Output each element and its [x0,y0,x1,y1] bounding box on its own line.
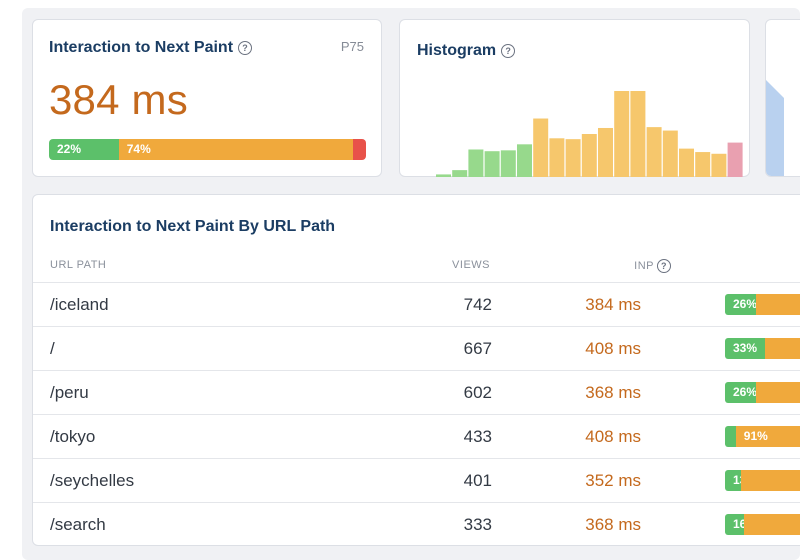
row-good-segment: 16% [725,514,745,535]
inp-summary-card: Interaction to Next Paint? P75 384 ms 22… [32,19,382,177]
histogram-chart [436,91,743,177]
column-header-url-path[interactable]: URL PATH [50,259,107,271]
histogram-bar[interactable] [468,149,484,177]
row-needs-improvement-segment [756,382,800,403]
help-icon[interactable]: ? [501,43,516,58]
histogram-bar[interactable] [679,148,694,177]
inp-cell: 384 ms [585,295,641,314]
url-path-table-card: Interaction to Next Paint By URL Path UR… [32,194,800,546]
row-needs-improvement-segment [744,514,800,535]
distribution-segment: 22% [49,139,119,160]
histogram-bar[interactable] [565,139,581,177]
help-icon[interactable]: ? [657,259,671,273]
distribution-segment [353,139,366,160]
histogram-bar[interactable] [517,144,532,177]
side-area-shape [766,80,784,176]
histogram-bar[interactable] [727,142,743,177]
row-distribution-bar[interactable]: 26% [725,382,800,403]
histogram-bar[interactable] [484,151,500,177]
table-row[interactable]: / 667 408 ms 33% [33,326,800,370]
views-cell: 333 [463,515,492,534]
histogram-bar[interactable] [549,138,565,177]
histogram-bar[interactable] [533,118,549,177]
inp-cell: 352 ms [585,471,641,490]
side-chart-card [765,19,800,177]
histogram-bar[interactable] [711,153,727,177]
distribution-bar[interactable]: 22% 74% [49,139,366,160]
inp-card-title: Interaction to Next Paint? [49,39,253,57]
histogram-bar[interactable] [581,134,597,177]
row-distribution-bar[interactable]: 33% [725,338,800,359]
inp-card-title-text: Interaction to Next Paint [49,39,234,56]
histogram-title: Histogram? [417,42,516,60]
views-cell: 602 [463,383,492,402]
table-row[interactable]: /peru 602 368 ms 26% [33,370,800,414]
inp-value: 384 ms [49,76,188,123]
table-row[interactable]: /iceland 742 384 ms 26% [33,282,800,326]
row-distribution-bar[interactable]: 91% [725,426,800,447]
url-path-cell[interactable]: /tokyo [50,427,96,446]
row-good-segment: 26% [725,382,757,403]
inp-cell: 368 ms [585,383,641,402]
views-cell: 433 [463,427,492,446]
row-distribution-bar[interactable]: 16% [725,514,800,535]
histogram-bar[interactable] [646,127,662,177]
url-path-cell[interactable]: / [50,339,55,358]
histogram-bar[interactable] [500,150,516,177]
row-needs-improvement-segment: 91% [735,426,800,447]
url-path-cell[interactable]: /peru [50,383,89,402]
url-path-cell[interactable]: /seychelles [50,471,135,490]
percentile-label: P75 [340,39,364,54]
distribution-segment: 74% [118,139,354,160]
histogram-bar[interactable] [695,152,711,177]
side-area-chart [766,80,784,176]
row-needs-improvement-segment [740,470,800,491]
row-good-segment: 33% [725,338,765,359]
column-header-views[interactable]: VIEWS [452,259,490,271]
histogram-bar[interactable] [436,174,451,177]
inp-cell: 368 ms [585,515,641,534]
views-cell: 667 [463,339,492,358]
histogram-card: Histogram? [399,19,750,177]
histogram-bar[interactable] [598,127,613,177]
url-path-cell[interactable]: /iceland [50,295,109,314]
row-needs-improvement-segment [756,294,800,315]
row-distribution-bar[interactable]: 13% [725,470,800,491]
views-cell: 401 [463,471,492,490]
inp-cell: 408 ms [585,427,641,446]
table-row[interactable]: /search 333 368 ms 16% [33,502,800,545]
table-title: Interaction to Next Paint By URL Path [50,218,336,235]
row-good-segment: 13% [725,470,741,491]
column-header-inp[interactable]: INP? [634,259,671,273]
histogram-bar[interactable] [452,170,468,177]
row-good-segment [725,426,736,447]
histogram-bar[interactable] [614,91,630,177]
url-path-cell[interactable]: /search [50,515,106,534]
row-distribution-bar[interactable]: 26% [725,294,800,315]
column-header-inp-text: INP [634,259,654,272]
table-row[interactable]: /seychelles 401 352 ms 13% [33,458,800,502]
row-needs-improvement-segment [764,338,800,359]
histogram-bar[interactable] [630,91,646,177]
histogram-bar[interactable] [662,130,678,177]
views-cell: 742 [463,295,492,314]
table-row[interactable]: /tokyo 433 408 ms 91% [33,414,800,458]
row-good-segment: 26% [725,294,757,315]
histogram-title-text: Histogram [417,42,497,59]
inp-cell: 408 ms [585,339,641,358]
help-icon[interactable]: ? [238,40,253,55]
